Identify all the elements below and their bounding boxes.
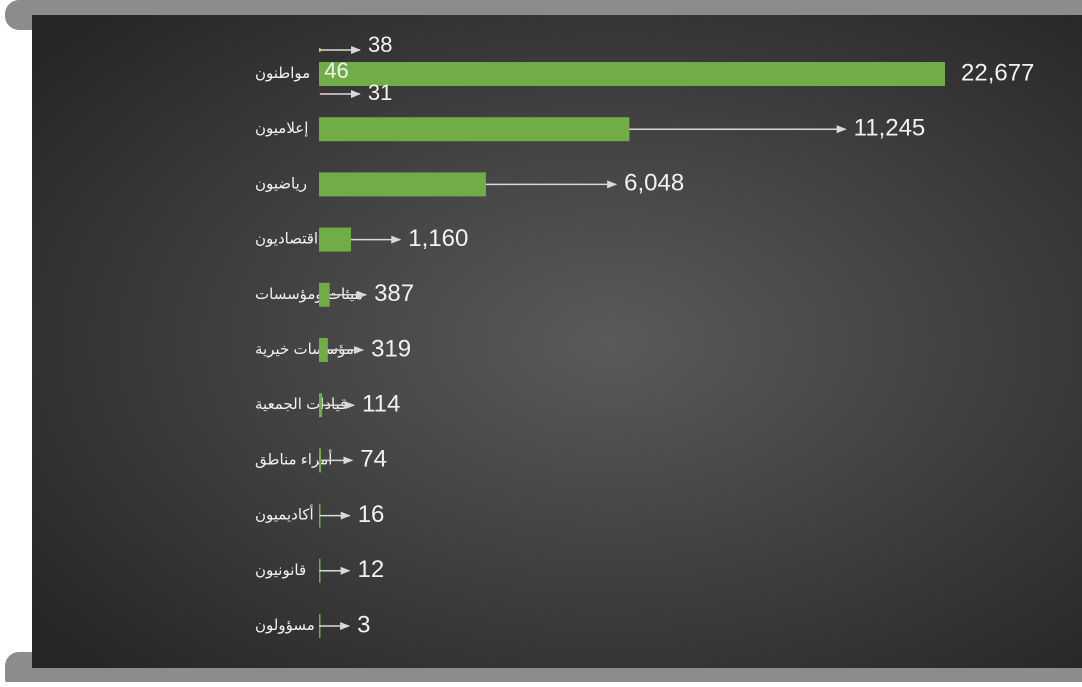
category-label: مسؤولون <box>255 617 315 634</box>
category-label: إعلاميون <box>255 120 308 137</box>
bar <box>319 71 321 73</box>
value-label: 16 <box>358 501 385 528</box>
chart: مواطنون إعلاميون رياضيون اقتصاديون هيئات ومؤ… <box>255 32 1034 639</box>
value-label: 114 <box>362 391 400 418</box>
value-label: 12 <box>358 556 385 583</box>
bar <box>319 117 630 142</box>
value-label: 1,160 <box>408 225 468 252</box>
value-label: 11,245 <box>854 115 926 142</box>
value-label: 6,048 <box>624 170 684 197</box>
value-label: 31 <box>368 80 392 105</box>
value-label: 387 <box>374 280 414 307</box>
bar <box>319 48 321 52</box>
value-label: 38 <box>368 32 392 57</box>
category-label: قانونيون <box>255 562 306 579</box>
plot-background <box>32 15 1082 668</box>
value-label: 22,677 <box>961 59 1034 86</box>
value-label: 74 <box>360 446 387 473</box>
category-label: مواطنون <box>255 65 310 82</box>
value-label: 46 <box>324 58 348 83</box>
bar <box>319 338 328 362</box>
category-label: قيادات الجمعية <box>255 396 347 413</box>
category-label: مؤسسات خيرية <box>255 341 354 358</box>
bar <box>319 227 352 252</box>
bar <box>319 282 330 307</box>
value-label: 3 <box>357 611 370 638</box>
bar <box>319 448 322 473</box>
category-label: أمراء مناطق <box>255 449 332 468</box>
bar <box>319 172 486 197</box>
bar <box>319 393 323 418</box>
bar <box>319 92 321 96</box>
category-label: أكاديميون <box>255 505 314 524</box>
category-label: رياضيون <box>255 175 307 192</box>
category-label: اقتصاديون <box>255 231 318 248</box>
value-label: 319 <box>371 335 411 362</box>
bar <box>319 62 945 86</box>
category-label: هيئات ومؤسسات <box>255 286 363 303</box>
